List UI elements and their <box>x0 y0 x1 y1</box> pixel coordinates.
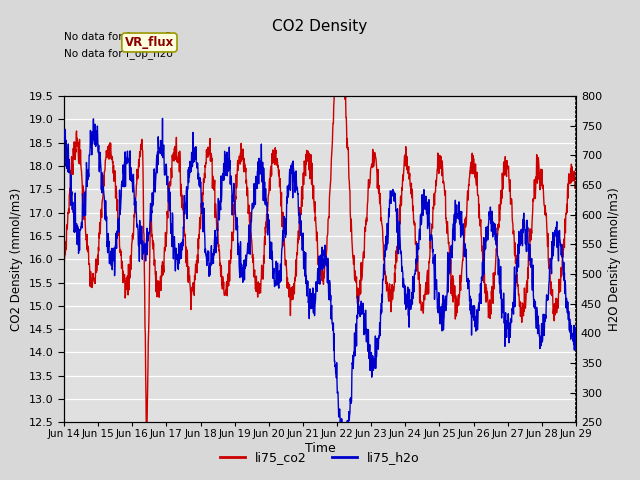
Text: VR_flux: VR_flux <box>125 36 174 49</box>
Y-axis label: H2O Density (mmol/m3): H2O Density (mmol/m3) <box>607 187 621 331</box>
Text: No data for f_op_h2o: No data for f_op_h2o <box>64 48 173 59</box>
Text: No data for f_op_co2: No data for f_op_co2 <box>64 31 172 42</box>
X-axis label: Time: Time <box>305 442 335 455</box>
Text: CO2 Density: CO2 Density <box>273 19 367 34</box>
Legend: li75_co2, li75_h2o: li75_co2, li75_h2o <box>215 446 425 469</box>
Y-axis label: CO2 Density (mmol/m3): CO2 Density (mmol/m3) <box>10 188 23 331</box>
